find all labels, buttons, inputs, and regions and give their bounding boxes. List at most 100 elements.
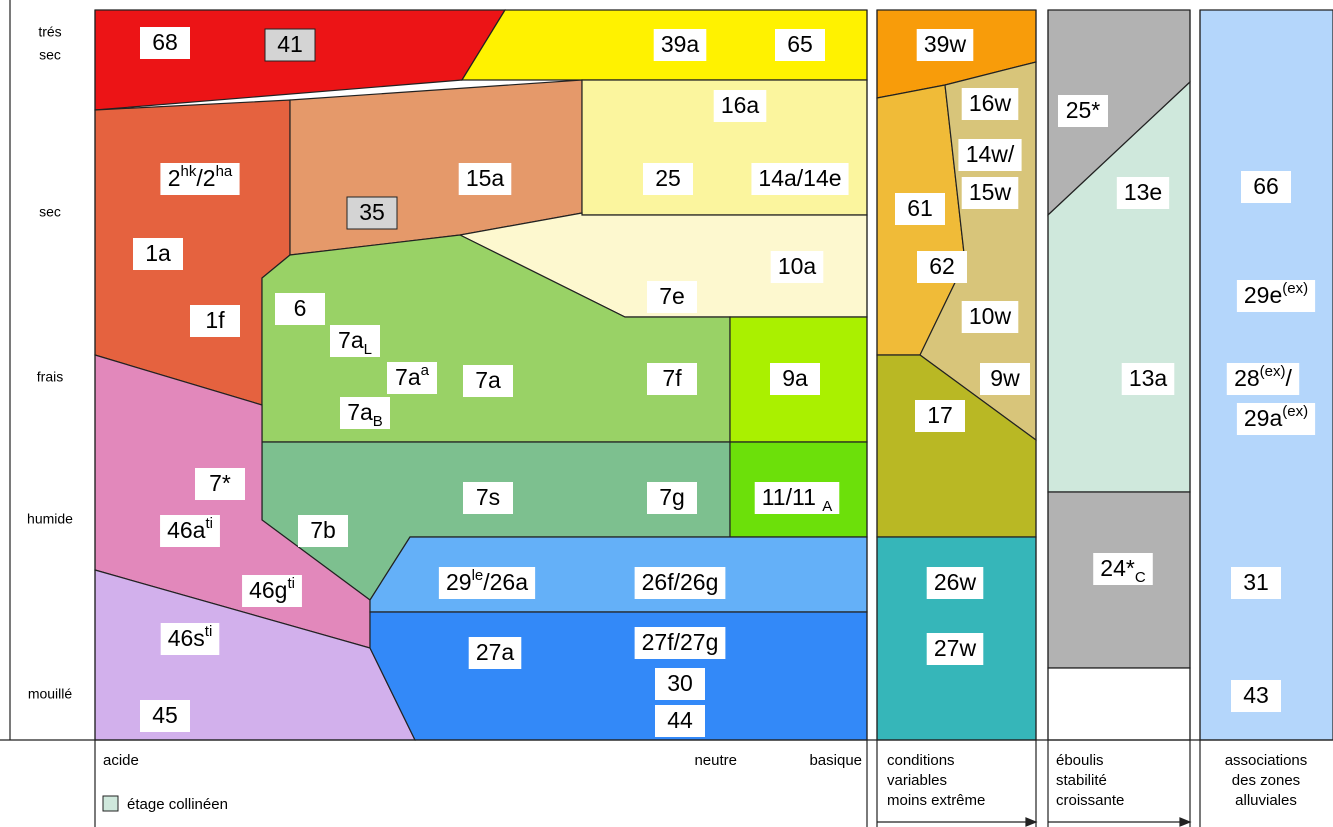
label-box: [1236, 403, 1316, 435]
unit-label: 10a: [770, 251, 824, 283]
label-text: 15a: [466, 165, 505, 191]
label-box: [655, 705, 705, 737]
label-box: [160, 515, 220, 547]
unit-label: 27a: [468, 637, 522, 669]
label-main: 7a: [475, 367, 501, 393]
unit-label: 16w: [961, 88, 1019, 120]
label-main: 7b: [310, 517, 336, 543]
panel-caption: moins extrême: [887, 792, 985, 809]
label-box: [713, 90, 767, 122]
label-text: 30: [667, 670, 693, 696]
label-main: 24*: [1100, 555, 1135, 581]
label-text: 66: [1253, 173, 1279, 199]
unit-label: 41: [264, 28, 316, 62]
unit-label: 39a: [653, 29, 707, 61]
unit-label: 14w/: [958, 139, 1022, 171]
label-box: [242, 575, 302, 607]
label-main: 1a: [145, 240, 171, 266]
label-main: 62: [929, 253, 955, 279]
label-main: 6: [294, 295, 307, 321]
label-box: [770, 363, 820, 395]
unit-label: 44: [655, 705, 705, 737]
label-main: 46g: [249, 577, 287, 603]
label-main: 16w: [969, 90, 1012, 116]
label-box: [1093, 553, 1153, 585]
label-text: 65: [787, 31, 813, 57]
ph-label: neutre: [694, 752, 737, 769]
unit-label: 16a: [713, 90, 767, 122]
label-text: 7g: [659, 484, 685, 510]
label-box: [643, 163, 693, 195]
label-text: 41: [277, 31, 303, 57]
label-box: [140, 700, 190, 732]
unit-label: 14a/14e: [751, 163, 849, 195]
unit-label: 7f: [647, 363, 697, 395]
moisture-label: mouillé: [28, 686, 73, 702]
unit-label: 7s: [463, 482, 513, 514]
label-box: [634, 567, 726, 599]
label-text: 27a: [476, 639, 515, 665]
label-box: [438, 567, 536, 599]
region: [94, 99, 291, 406]
label-text: 39a: [661, 31, 700, 57]
label-main: 26w: [934, 569, 977, 595]
unit-label: 2hk/2ha: [160, 163, 240, 195]
ph-label: basique: [809, 752, 862, 769]
label-text: 13a: [1129, 365, 1168, 391]
unit-label: 62: [917, 251, 967, 283]
label-main: 7g: [659, 484, 685, 510]
label-text: 29e(ex): [1244, 280, 1308, 308]
label-box: [980, 363, 1030, 395]
unit-label: 27w: [926, 633, 984, 665]
label-box: [895, 193, 945, 225]
label-main: 30: [667, 670, 693, 696]
panel-caption: éboulis: [1056, 752, 1104, 769]
unit-label: 28(ex)/: [1226, 363, 1300, 395]
label-main: 11/11: [762, 484, 823, 510]
label-text: 46sti: [168, 623, 213, 651]
panel-caption: des zones: [1232, 772, 1300, 789]
label-text: 27w: [934, 635, 977, 661]
label-main: 29: [446, 569, 472, 595]
unit-label: 15w: [961, 177, 1019, 209]
label-text: 7*: [209, 470, 231, 496]
label-box: [1226, 363, 1300, 395]
label-main: 27w: [934, 635, 977, 661]
label-main: 45: [152, 702, 178, 728]
unit-label: 1a: [133, 238, 183, 270]
label-text: 31: [1243, 569, 1269, 595]
label-text: 6: [294, 295, 307, 321]
label-box: [133, 238, 183, 270]
unit-label: 7aB: [340, 397, 390, 430]
unit-label: 26f/26g: [634, 567, 726, 599]
label-main: 25: [655, 165, 681, 191]
label-box: [961, 301, 1019, 333]
unit-label: 30: [655, 668, 705, 700]
label-main: 7s: [476, 484, 500, 510]
label-main: /26a: [483, 569, 528, 595]
label-main: 10w: [969, 303, 1012, 329]
label-main: /2: [196, 165, 215, 191]
label-text: 10a: [778, 253, 817, 279]
unit-label: 29le/26a: [438, 567, 536, 599]
label-main: 15w: [969, 179, 1012, 205]
label-main: 14w/: [966, 141, 1015, 167]
label-sup: (ex): [1282, 280, 1308, 297]
label-main: 44: [667, 707, 693, 733]
label-text: 15w: [969, 179, 1012, 205]
label-main: 27a: [476, 639, 515, 665]
label-box: [961, 88, 1019, 120]
unit-label: 7e: [647, 281, 697, 313]
label-main: 9w: [990, 365, 1020, 391]
label-main: 25*: [1066, 97, 1101, 123]
label-box: [917, 251, 967, 283]
legend-swatch: [102, 795, 119, 812]
label-main: 26f/26g: [642, 569, 719, 595]
unit-label: 61: [895, 193, 945, 225]
label-text: 1f: [205, 307, 225, 333]
label-text: 46ati: [167, 515, 213, 543]
label-main: 46s: [168, 625, 205, 651]
label-box: [195, 468, 245, 500]
label-text: 2hk/2ha: [168, 163, 233, 191]
label-box: [775, 29, 825, 61]
